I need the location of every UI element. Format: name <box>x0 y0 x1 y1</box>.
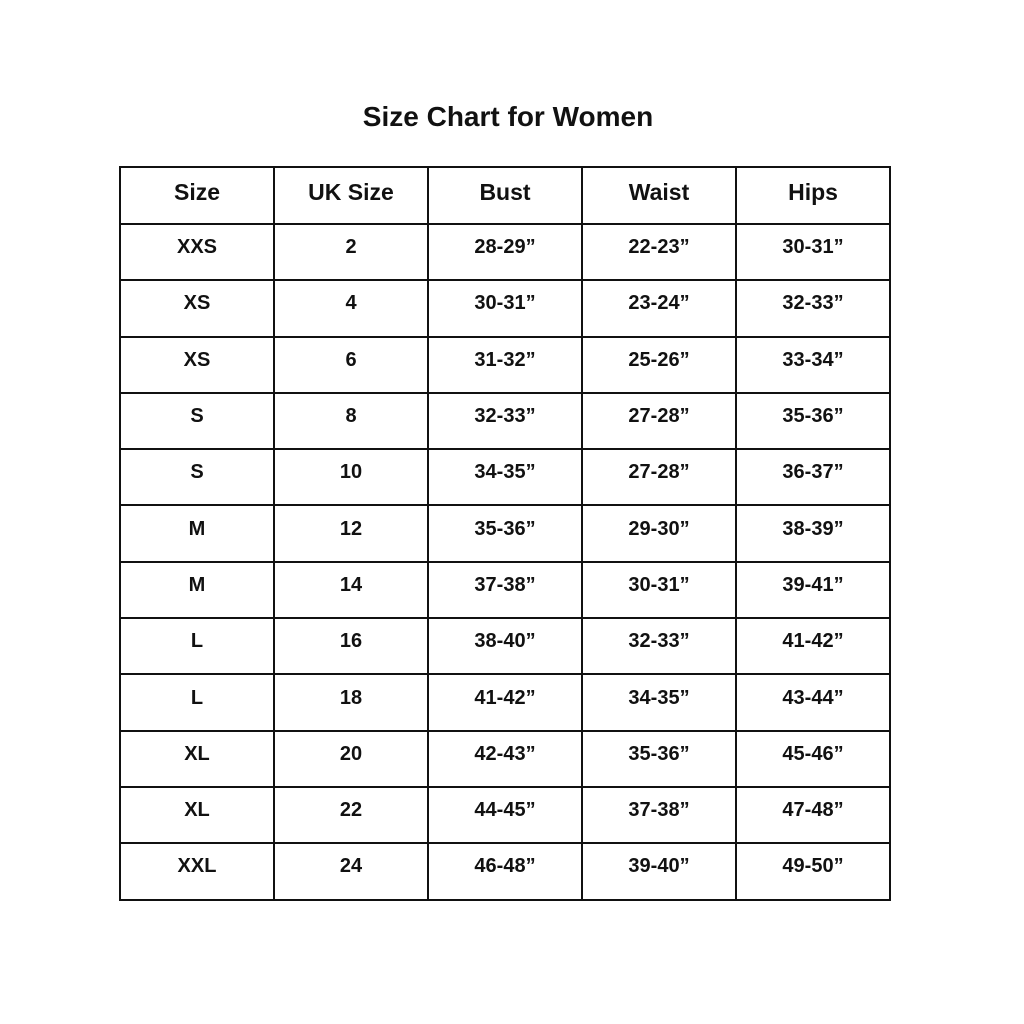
table-cell: 41-42” <box>427 673 583 732</box>
table-cell: 4 <box>273 279 429 338</box>
table-cell: 25-26” <box>581 335 737 394</box>
table-row: XL 20 42-43” 35-36” 45-46” <box>119 729 891 788</box>
table-row: XS 4 30-31” 23-24” 32-33” <box>119 279 891 338</box>
table-cell: 12 <box>273 504 429 563</box>
table-row: S 8 32-33” 27-28” 35-36” <box>119 391 891 451</box>
table-cell: 49-50” <box>735 842 891 901</box>
column-header: Size <box>119 166 275 225</box>
table-cell: 2 <box>273 222 429 282</box>
table-cell: L <box>119 617 275 676</box>
table-cell: 32-33” <box>427 391 583 451</box>
column-header: Waist <box>581 166 737 225</box>
table-cell: 28-29” <box>427 222 583 282</box>
table-header-row: Size UK Size Bust Waist Hips <box>119 166 891 225</box>
table-cell: 32-33” <box>581 617 737 676</box>
table-row: XXL 24 46-48” 39-40” 49-50” <box>119 842 891 901</box>
table-cell: 29-30” <box>581 504 737 563</box>
table-cell: 37-38” <box>581 785 737 845</box>
size-chart-table: Size UK Size Bust Waist Hips XXS 2 28-29” 22-23… <box>119 166 891 901</box>
table-cell: 30-31” <box>735 222 891 282</box>
table-cell: 38-39” <box>735 504 891 563</box>
table-row: L 16 38-40” 32-33” 41-42” <box>119 617 891 676</box>
table-row: L 18 41-42” 34-35” 43-44” <box>119 673 891 732</box>
table-row: S 10 34-35” 27-28” 36-37” <box>119 448 891 507</box>
table-cell: 39-40” <box>581 842 737 901</box>
page-title: Size Chart for Women <box>362 101 654 132</box>
table-cell: XL <box>119 729 275 788</box>
table-cell: S <box>119 448 275 507</box>
table-cell: 34-35” <box>581 673 737 732</box>
table-cell: 47-48” <box>735 785 891 845</box>
table-cell: XS <box>119 335 275 394</box>
table-cell: 27-28” <box>581 448 737 507</box>
table-cell: 18 <box>273 673 429 732</box>
table-cell: 20 <box>273 729 429 788</box>
table-row: XS 6 31-32” 25-26” 33-34” <box>119 335 891 394</box>
table-cell: 39-41” <box>735 560 891 620</box>
table-cell: 44-45” <box>427 785 583 845</box>
table-cell: M <box>119 560 275 620</box>
table-cell: 16 <box>273 617 429 676</box>
table-cell: 43-44” <box>735 673 891 732</box>
table-cell: 45-46” <box>735 729 891 788</box>
table-cell: 32-33” <box>735 279 891 338</box>
table-row: M 12 35-36” 29-30” 38-39” <box>119 504 891 563</box>
table-cell: 31-32” <box>427 335 583 394</box>
table-cell: XS <box>119 279 275 338</box>
table-cell: XL <box>119 785 275 845</box>
table-cell: 14 <box>273 560 429 620</box>
table-cell: 6 <box>273 335 429 394</box>
table-cell: 46-48” <box>427 842 583 901</box>
table-row: XXS 2 28-29” 22-23” 30-31” <box>119 222 891 282</box>
table-cell: 35-36” <box>581 729 737 788</box>
column-header: Bust <box>427 166 583 225</box>
table-cell: 8 <box>273 391 429 451</box>
table-row: XL 22 44-45” 37-38” 47-48” <box>119 785 891 845</box>
column-header: UK Size <box>273 166 429 225</box>
table-cell: 35-36” <box>735 391 891 451</box>
table-cell: 27-28” <box>581 391 737 451</box>
table-cell: L <box>119 673 275 732</box>
column-header: Hips <box>735 166 891 225</box>
table-cell: 35-36” <box>427 504 583 563</box>
table-cell: 41-42” <box>735 617 891 676</box>
table-cell: 22 <box>273 785 429 845</box>
table-cell: 23-24” <box>581 279 737 338</box>
table-cell: 34-35” <box>427 448 583 507</box>
table-cell: 30-31” <box>581 560 737 620</box>
table-cell: 10 <box>273 448 429 507</box>
table-cell: S <box>119 391 275 451</box>
table-cell: M <box>119 504 275 563</box>
table-cell: 24 <box>273 842 429 901</box>
table-cell: 30-31” <box>427 279 583 338</box>
table-cell: 37-38” <box>427 560 583 620</box>
table-cell: 33-34” <box>735 335 891 394</box>
table-cell: 38-40” <box>427 617 583 676</box>
table-cell: 36-37” <box>735 448 891 507</box>
table-cell: 42-43” <box>427 729 583 788</box>
table-cell: XXS <box>119 222 275 282</box>
table-row: M 14 37-38” 30-31” 39-41” <box>119 560 891 620</box>
table-cell: 22-23” <box>581 222 737 282</box>
table-cell: XXL <box>119 842 275 901</box>
